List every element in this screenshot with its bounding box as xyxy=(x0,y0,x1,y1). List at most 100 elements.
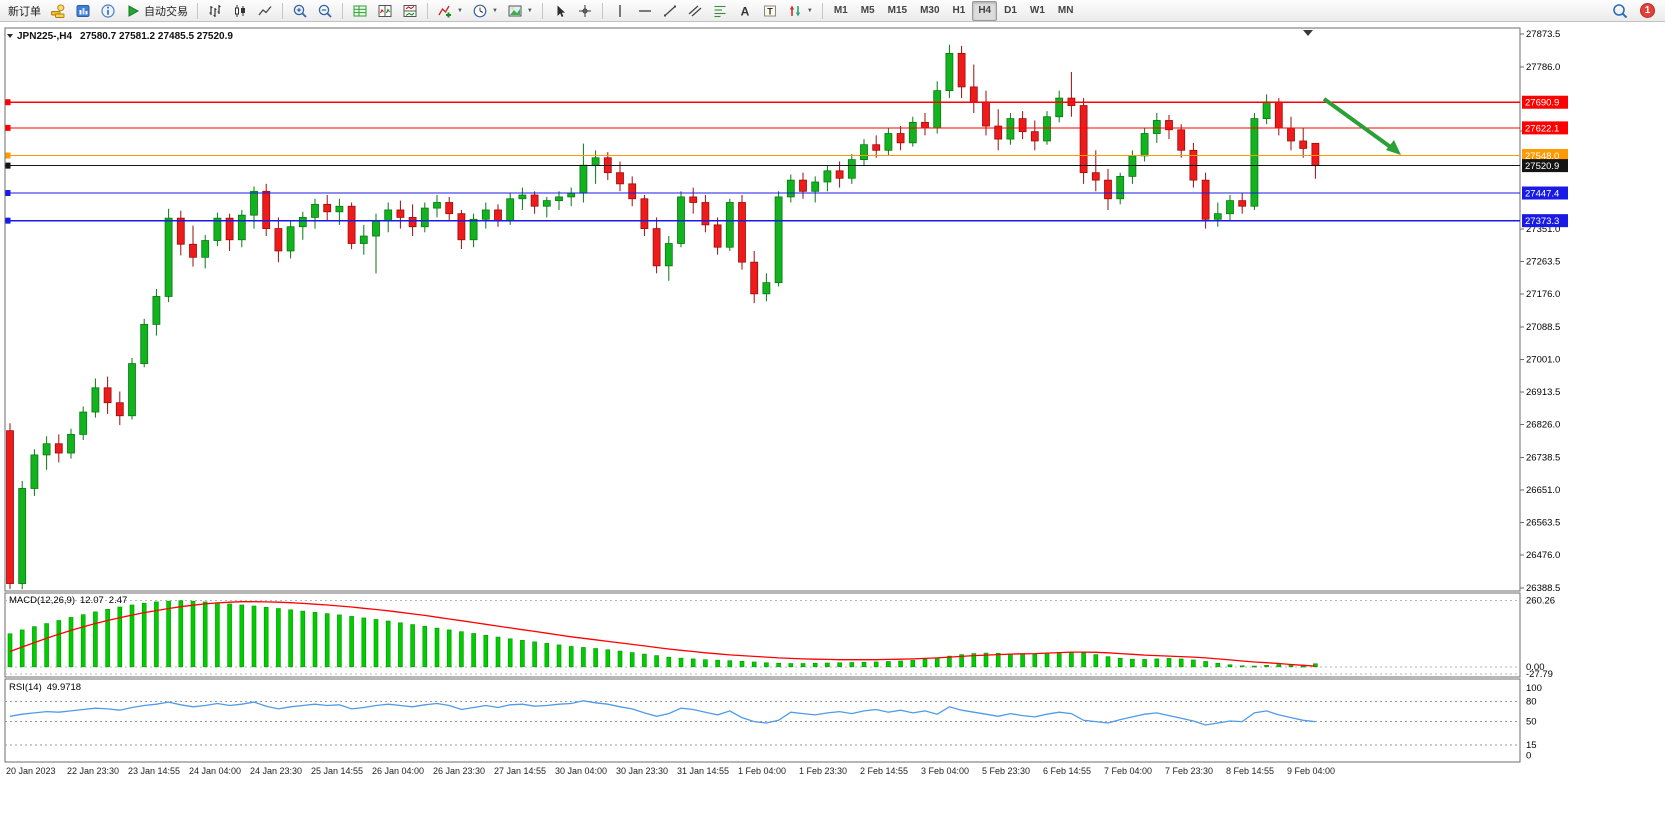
vertical-line-button[interactable] xyxy=(608,1,632,21)
community-button[interactable] xyxy=(71,1,95,21)
candle xyxy=(1250,113,1259,210)
periods-button[interactable]: ▼ xyxy=(468,1,502,21)
price-line-badge[interactable] xyxy=(1522,121,1568,135)
price-line-badge[interactable] xyxy=(1522,186,1568,200)
date-label: 6 Feb 14:55 xyxy=(1043,766,1091,776)
market-watch-button[interactable] xyxy=(348,1,372,21)
toolbar: 新订单 自动交易 ▼ ▼ ▼ A T ▼ M1 M5 M15 M30 H1 H4 D1 W1 MN 1 xyxy=(0,0,1665,22)
tf-h1-button[interactable]: H1 xyxy=(947,1,972,21)
price-line[interactable]: 27690.9 xyxy=(5,95,1568,109)
new-order-button-label: 新订单 xyxy=(8,5,41,18)
candle xyxy=(445,196,454,222)
tf-d1-button-label: D1 xyxy=(1004,5,1017,16)
channel-button[interactable] xyxy=(683,1,707,21)
dropdown-caret-icon: ▼ xyxy=(806,7,813,14)
candle xyxy=(42,436,51,470)
tf-mn-button[interactable]: MN xyxy=(1052,1,1080,21)
date-label: 1 Feb 04:00 xyxy=(738,766,786,776)
candle xyxy=(799,172,807,199)
price-line[interactable]: 27373.3 xyxy=(5,214,1568,228)
tf-m15-button[interactable]: M15 xyxy=(882,1,913,21)
candle xyxy=(1018,111,1027,140)
price-line-badge[interactable] xyxy=(1522,214,1568,228)
candle xyxy=(1116,172,1125,205)
templates-button[interactable]: ▼ xyxy=(503,1,537,21)
text-button[interactable]: A xyxy=(733,1,757,21)
date-label: 8 Feb 14:55 xyxy=(1226,766,1274,776)
candle xyxy=(896,126,905,151)
date-label: 9 Feb 04:00 xyxy=(1287,766,1335,776)
cursor-button[interactable] xyxy=(548,1,572,21)
notification-badge[interactable]: 1 xyxy=(1640,3,1655,18)
symbol-dropdown-icon[interactable] xyxy=(7,34,13,38)
trendline-button[interactable] xyxy=(658,1,682,21)
funds-button[interactable] xyxy=(46,1,70,21)
chart-shift-marker[interactable] xyxy=(1303,30,1313,36)
cascade-windows-button[interactable] xyxy=(398,1,422,21)
tf-m30-button[interactable]: M30 xyxy=(914,1,945,21)
toolbar-separator xyxy=(601,2,603,19)
current-price-line[interactable]: 27520.9 xyxy=(5,159,1568,173)
date-label: 30 Jan 04:00 xyxy=(555,766,607,776)
text-label-button[interactable]: T xyxy=(758,1,782,21)
line-left-marker xyxy=(5,99,11,106)
horizontal-line-button[interactable] xyxy=(633,1,657,21)
price-line[interactable]: 27622.1 xyxy=(5,121,1568,135)
candle xyxy=(652,217,661,274)
help-button[interactable] xyxy=(96,1,120,21)
search-button[interactable] xyxy=(1608,1,1632,21)
current-price-badge[interactable] xyxy=(1522,159,1568,173)
candle xyxy=(54,434,63,463)
auto-trading-button[interactable]: 自动交易 xyxy=(121,1,192,21)
price-line-badge[interactable] xyxy=(1522,95,1568,109)
candle xyxy=(311,198,319,229)
toolbar-separator xyxy=(197,2,198,19)
new-order-button[interactable]: 新订单 xyxy=(4,1,45,21)
svg-text:T: T xyxy=(767,6,773,16)
fibonacci-button[interactable] xyxy=(708,1,732,21)
candle xyxy=(616,161,624,192)
zoom-in-button[interactable] xyxy=(288,1,312,21)
candle xyxy=(469,213,478,248)
price-line[interactable]: 27447.4 xyxy=(5,186,1568,200)
tf-m5-button[interactable]: M5 xyxy=(855,1,881,21)
date-label: 24 Jan 04:00 xyxy=(189,766,241,776)
macd-histogram xyxy=(7,600,1318,668)
main-chart-panel[interactable] xyxy=(4,27,1521,592)
trend-arrow[interactable] xyxy=(1322,97,1401,156)
indicators-button[interactable]: ▼ xyxy=(433,1,467,21)
crosshair-button[interactable] xyxy=(573,1,597,21)
tf-m1-button[interactable]: M1 xyxy=(828,1,854,21)
line-chart-button[interactable] xyxy=(253,1,277,21)
candle xyxy=(1006,113,1015,145)
tf-mn-button-label: MN xyxy=(1057,5,1074,16)
zoom-out-button[interactable] xyxy=(313,1,337,21)
rsi-panel[interactable] xyxy=(4,678,1521,763)
tf-d1-button[interactable]: D1 xyxy=(998,1,1023,21)
tile-windows-button[interactable] xyxy=(373,1,397,21)
toolbar-separator xyxy=(821,2,823,19)
candle xyxy=(274,217,283,263)
price-line[interactable]: 27548.0 xyxy=(5,149,1568,163)
arrows-button[interactable]: ▼ xyxy=(783,1,817,21)
candlestick-chart-button[interactable] xyxy=(228,1,252,21)
tf-h4-button[interactable]: H4 xyxy=(972,0,998,21)
bar-chart-button[interactable] xyxy=(203,1,227,21)
chart-canvas[interactable]: 27873.527786.027613.527351.027263.527176… xyxy=(0,22,1665,834)
candle xyxy=(530,191,539,214)
text-a-icon: A xyxy=(741,4,750,18)
toolbar-separator xyxy=(541,2,543,19)
chart-window: 27873.527786.027613.527351.027263.527176… xyxy=(0,22,1665,834)
indicator-add-icon xyxy=(438,5,451,17)
candle xyxy=(115,391,124,426)
candle xyxy=(30,449,39,496)
price-tick-label: 27176.0 xyxy=(1526,289,1560,300)
candle xyxy=(908,116,917,147)
tf-w1-button-label: W1 xyxy=(1029,5,1045,16)
candle xyxy=(1213,202,1222,227)
tf-w1-button[interactable]: W1 xyxy=(1024,1,1051,21)
price-tick-label: 26913.5 xyxy=(1526,387,1560,398)
price-line-badge[interactable] xyxy=(1522,149,1568,163)
date-label: 5 Feb 23:30 xyxy=(982,766,1030,776)
